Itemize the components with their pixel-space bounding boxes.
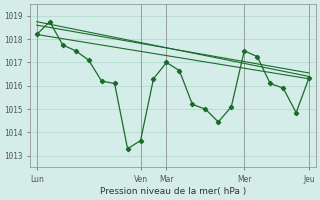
X-axis label: Pression niveau de la mer( hPa ): Pression niveau de la mer( hPa ) [100, 187, 246, 196]
